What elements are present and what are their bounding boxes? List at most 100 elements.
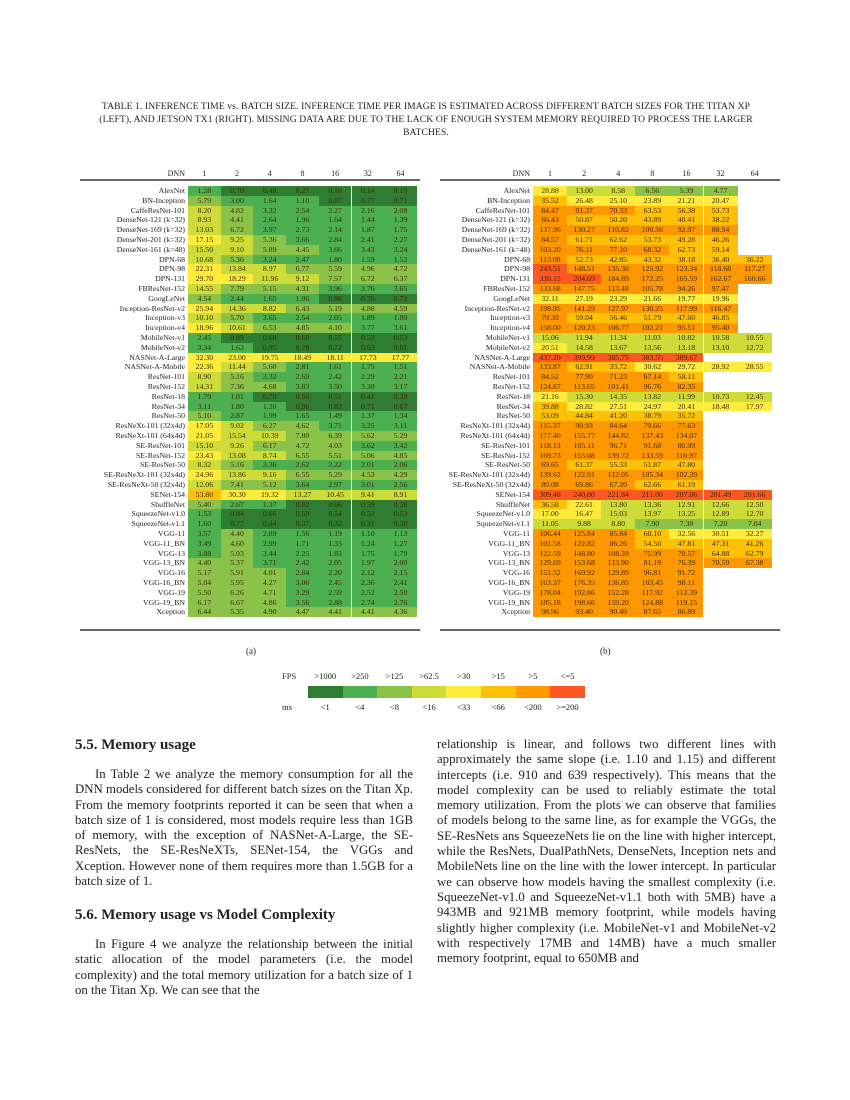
heatmap-cell: 383.55 <box>635 352 670 363</box>
heatmap-cell: 91.72 <box>669 568 704 578</box>
row-name: SE-ResNet-101 <box>481 440 530 450</box>
heatmap-cell: 47.31 <box>703 538 738 549</box>
table-row: VGG-19_BN 6.17 6.67 4.86 3.56 2.88 2.74 2.76 <box>80 597 420 608</box>
heatmap-cell: 211.00 <box>635 489 670 500</box>
heatmap-cell: 84.57 <box>533 235 568 245</box>
table-row: VGG-13 122.59 148.80 108.28 75.99 70.57 64.88 6… <box>440 548 780 559</box>
heatmap-cell: 122.82 <box>567 538 602 549</box>
row-name: DenseNet-121 (k=32) <box>116 215 185 225</box>
heatmap-cell: 3.30 <box>351 382 385 392</box>
table-row: VGG-13_BN 129.69 153.68 113.90 81.19 76.39 70.… <box>440 558 780 569</box>
heatmap-cell: 2.69 <box>286 372 319 382</box>
row-name: VGG-11_BN <box>488 538 530 548</box>
heatmap-cell: 55.33 <box>601 460 636 471</box>
heatmap-cell: 3.24 <box>253 254 287 265</box>
legend-swatch <box>481 686 516 698</box>
heatmap-cell: 2.99 <box>253 538 287 549</box>
heatmap-cell: 77.90 <box>567 372 602 382</box>
heatmap-cell: 4.82 <box>220 205 254 216</box>
row-name: MobileNet-v1 <box>485 333 530 342</box>
table-row: SqueezeNet-v1.0 17.00 16.47 15.03 13.97 13.25… <box>440 509 780 520</box>
heatmap-cell: 117.99 <box>669 303 704 314</box>
heatmap-cell: 5.35 <box>220 607 254 618</box>
table-row: VGG-16_BN 163.37 176.35 136.85 103.45 98.11 <box>440 578 780 588</box>
heatmap-cell: 137.96 <box>533 225 568 235</box>
table-row: SE-ResNeXt-50 (32x4d) 80.08 69.86 67.20 62.6… <box>440 480 780 490</box>
heatmap-cell: 5.29 <box>384 431 417 441</box>
header-batch-8: 8 <box>300 169 305 178</box>
heatmap-cell: 5.70 <box>220 313 254 324</box>
heatmap-cell: 56.38 <box>669 205 704 216</box>
heatmap-cell: 77.10 <box>601 244 636 255</box>
heatmap-cell: 158.00 <box>533 323 568 333</box>
heatmap-cell: 192.86 <box>567 587 602 598</box>
table-row: DPN-131 330.15 204.69 184.89 172.25 165.59 162… <box>440 274 780 284</box>
heatmap-cell: 102.39 <box>669 470 704 480</box>
heatmap-cell: 12.06 <box>188 480 221 490</box>
heatmap-cell: 101.41 <box>601 382 636 392</box>
table-row: ResNeXt-101 (32x4d) 115.37 90.93 84.64 79.66… <box>440 421 780 431</box>
heatmap-cell: 38.18 <box>669 254 704 265</box>
heatmap-cell: 28.55 <box>737 362 772 373</box>
row-name: VGG-19 <box>157 587 185 597</box>
table-row: ResNet-18 21.16 15.30 14.35 13.82 11.99 10.73 1… <box>440 391 780 402</box>
table-row: SE-ResNet-101 118.13 105.11 96.71 91.68 80.99 <box>440 440 780 451</box>
heatmap-cell: 1.65 <box>286 411 319 422</box>
legend-ms-2: <8 <box>389 702 399 712</box>
heatmap-cell: 2.56 <box>384 480 417 490</box>
heatmap-cell: 1.80 <box>318 254 352 265</box>
heatmap-cell: 1.13 <box>384 529 417 539</box>
table-row: DenseNet-161 (k=48) 15.50 9.10 5.89 4.45 3.66… <box>80 244 420 255</box>
heatmap-cell: 41.20 <box>601 411 636 422</box>
table-row: NASNet-A-Mobile 22.36 11.44 5.60 2.81 1.61 1.7… <box>80 362 420 373</box>
heatmap-cell: 4.41 <box>351 607 385 618</box>
heatmap-cell: 1.71 <box>286 538 319 549</box>
heatmap-cell: 7.38 <box>669 519 704 529</box>
heatmap-cell: 6.43 <box>286 303 319 314</box>
heatmap-cell: 0.78 <box>286 342 319 353</box>
table-row: SE-ResNet-50 69.65 61.37 55.33 51.87 47.80 <box>440 460 780 471</box>
heatmap-cell: 3.32 <box>253 372 287 382</box>
table-row: VGG-19 178.04 192.86 152.28 117.92 112.39 <box>440 587 780 598</box>
table-row: ResNeXt-101 (64x4d) 177.40 155.77 144.82 137… <box>440 431 780 441</box>
heatmap-cell: 137.43 <box>635 431 670 441</box>
bottom-rule <box>440 629 780 631</box>
heatmap-cell: 0.71 <box>384 195 417 206</box>
heatmap-cell: 4.71 <box>253 587 287 598</box>
heatmap-cell: 5.62 <box>351 431 385 441</box>
table-row: GoogLeNet 4.54 2.44 1.65 1.06 0.86 0.76 0.72 <box>80 293 420 304</box>
heatmap-cell: 0.70 <box>253 391 287 402</box>
table-row: SE-ResNeXt-101 (32x4d) 24.96 13.86 9.16 6.55… <box>80 470 420 480</box>
heatmap-cell: 4.10 <box>318 323 352 333</box>
heatmap-cell: 62.79 <box>737 548 772 559</box>
heatmap-cell: 1.10 <box>351 529 385 539</box>
heatmap-cell: 5.60 <box>253 362 287 373</box>
heatmap-cell: 2.42 <box>286 558 319 569</box>
table-row: ResNet-152 14.31 7.36 4.68 3.83 3.50 3.30 3.17 <box>80 382 420 392</box>
heatmap-cell: 1.60 <box>188 519 221 529</box>
heatmap-cell: 221.84 <box>601 489 636 500</box>
legend-ms-0: <1 <box>320 702 330 712</box>
heatmap-cell: 59.14 <box>703 244 738 255</box>
row-name: ResNet-34 <box>496 401 530 411</box>
heatmap-cell: 198.95 <box>533 303 568 314</box>
row-name: DenseNet-201 (k=32) <box>116 235 185 244</box>
heatmap-cell: 7.80 <box>286 431 319 441</box>
heatmap-cell: 56.46 <box>601 313 636 324</box>
heatmap-cell: 0.60 <box>286 333 319 343</box>
legend-fps-3: >62.5 <box>419 671 439 681</box>
heatmap-cell: 2.00 <box>384 558 417 569</box>
heatmap-cell: 30.30 <box>220 489 254 500</box>
heatmap-cell: 19.96 <box>703 293 738 304</box>
table-row: ResNet-152 124.67 113.65 101.41 96.76 82.35 <box>440 382 780 392</box>
heatmap-cell: 13.97 <box>635 509 670 520</box>
heatmap-cell: 3.36 <box>253 460 287 471</box>
heatmap-cell: 6.37 <box>384 274 417 284</box>
heatmap-cell: 77.63 <box>669 421 704 431</box>
heatmap-cell: 2.97 <box>318 480 352 490</box>
heatmap-cell: 116.97 <box>669 450 704 461</box>
heatmap-cell: 198.66 <box>567 597 602 608</box>
heatmap-cell: 85.84 <box>601 529 636 539</box>
heatmap-cell: 117.27 <box>737 264 772 275</box>
heatmap-cell: 129.89 <box>601 568 636 578</box>
